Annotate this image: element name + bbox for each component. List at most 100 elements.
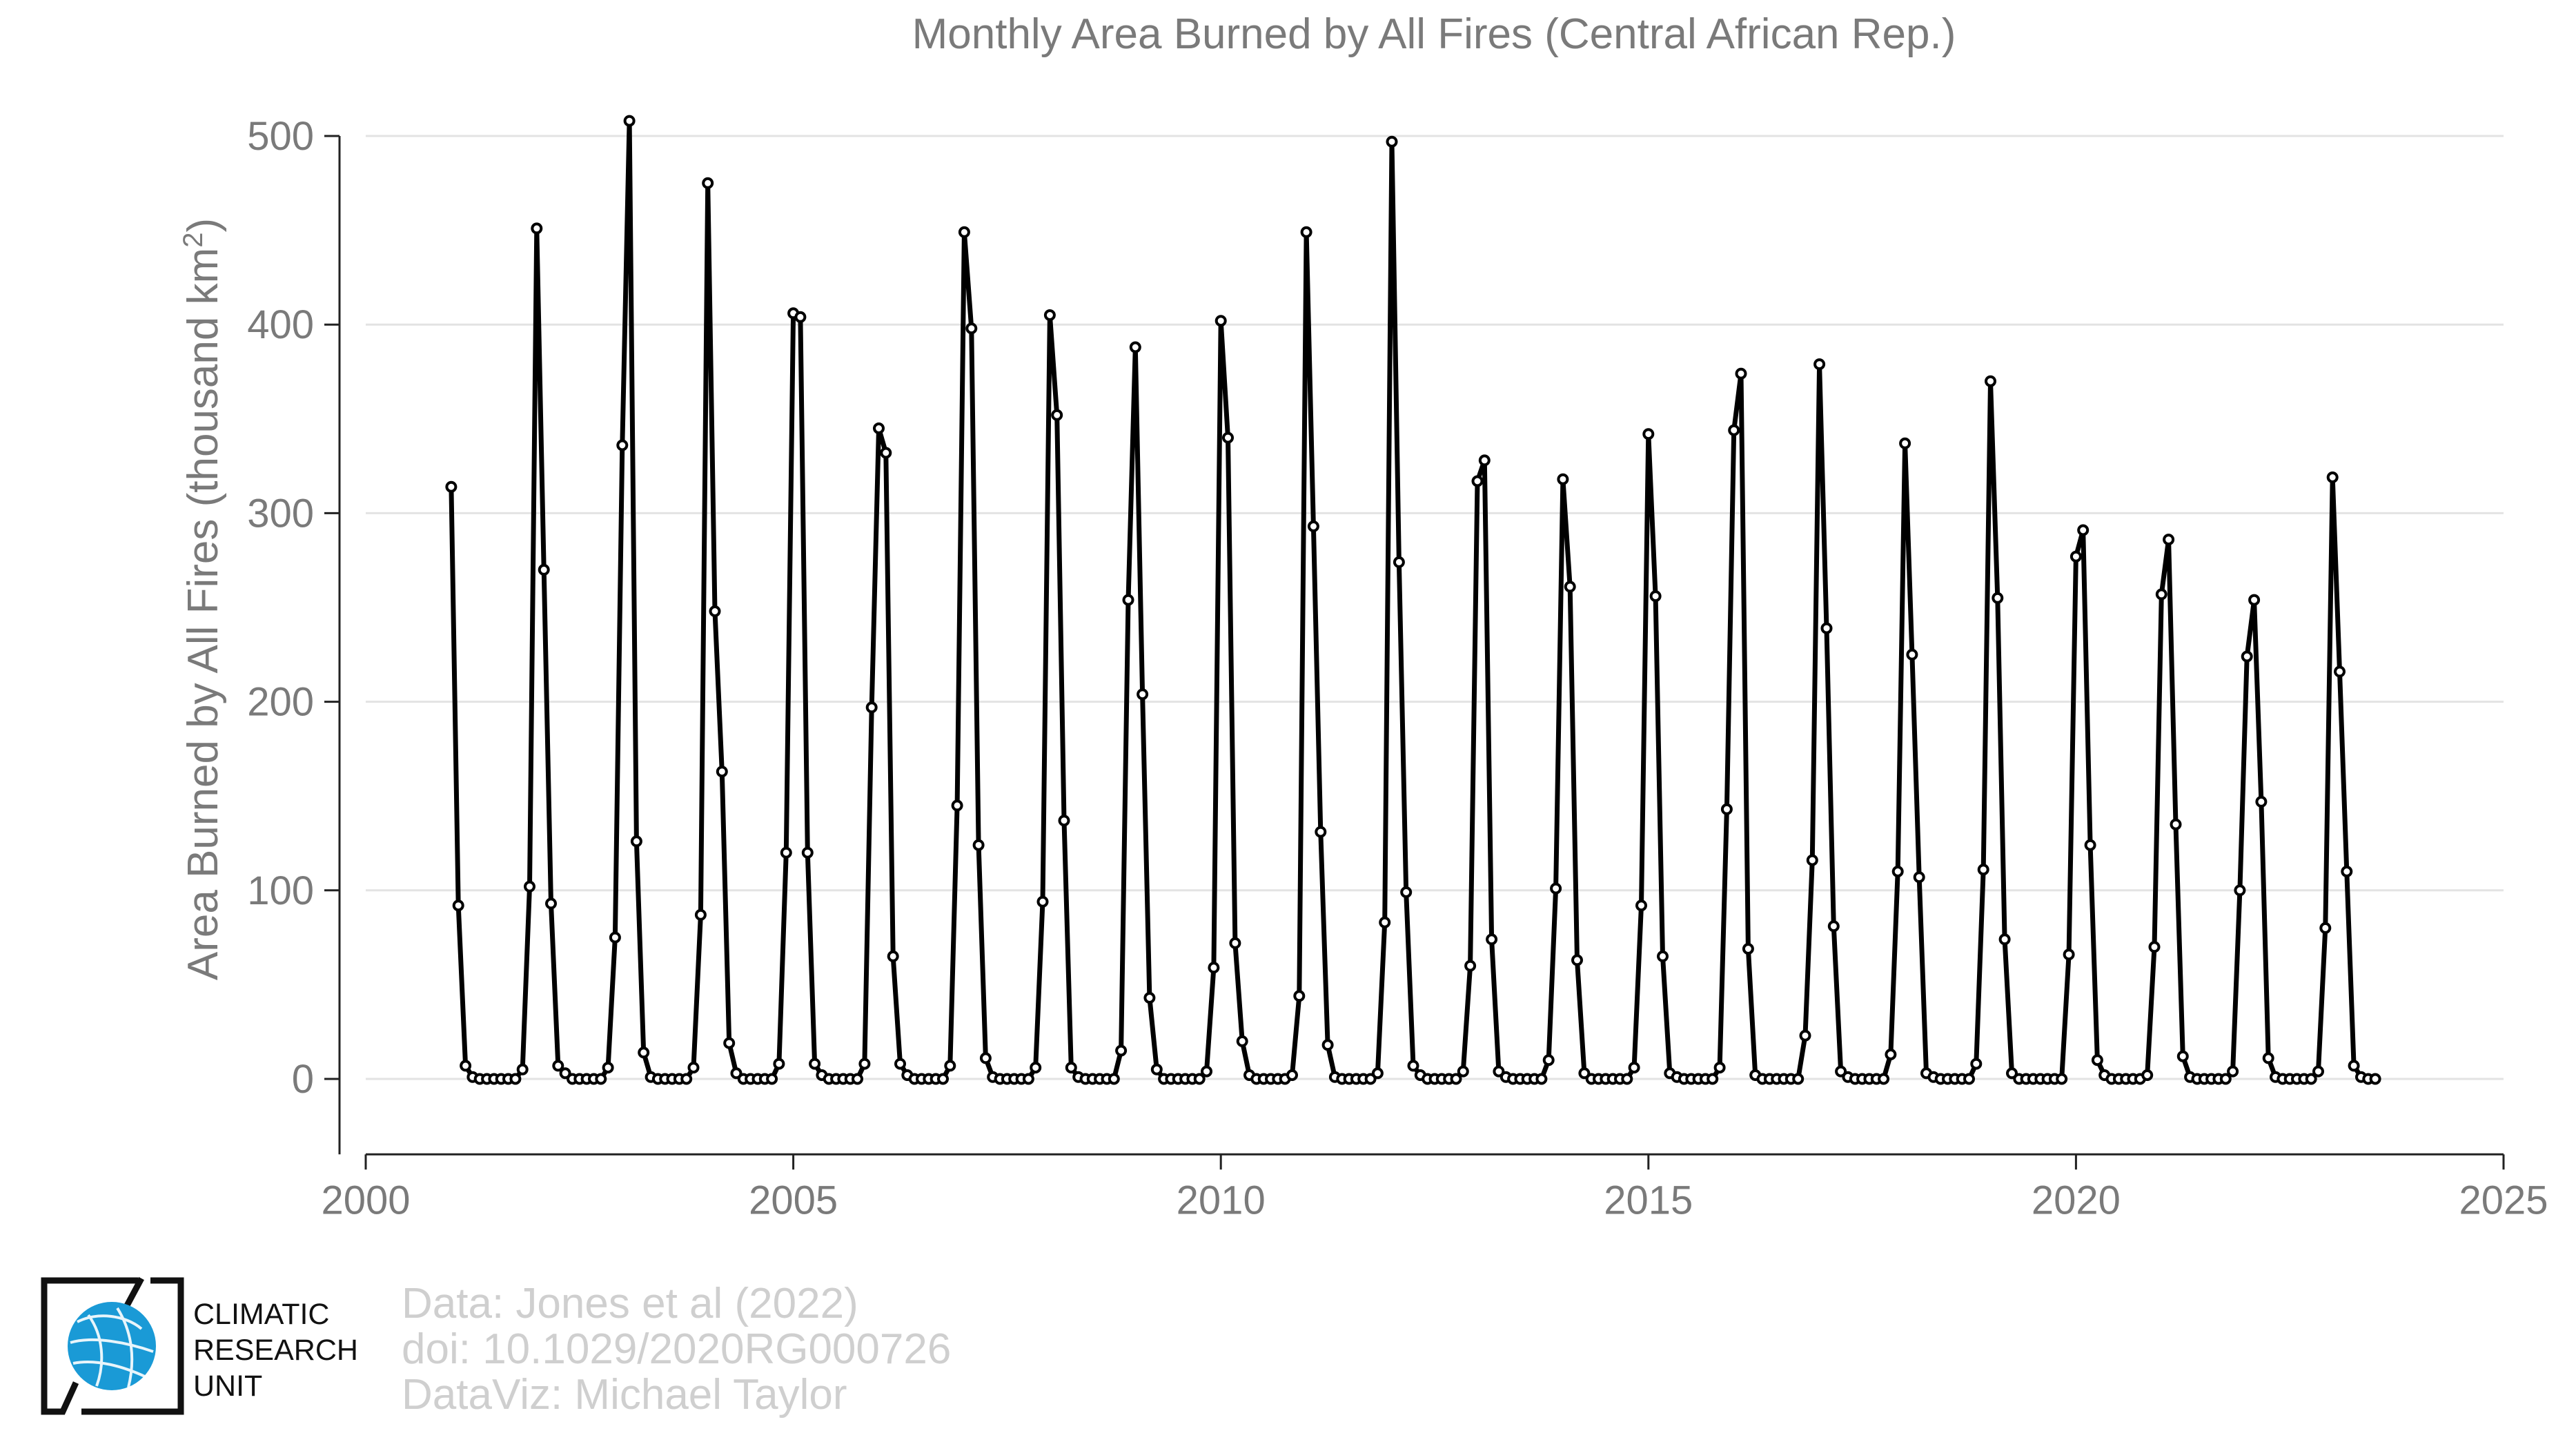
data-point [2155, 588, 2167, 601]
series-area-burned [445, 115, 2381, 1085]
data-point [1628, 1062, 1640, 1074]
data-point [2234, 884, 2246, 897]
data-point [531, 222, 543, 235]
logo-slash-bottom-icon [59, 1381, 79, 1414]
data-point [2262, 1052, 2274, 1064]
data-point [773, 1058, 785, 1070]
data-point [1407, 1060, 1419, 1072]
y-axis: 0 100 200 300 400 500 [247, 114, 341, 1155]
series-line [449, 118, 2376, 1082]
data-point [2227, 1065, 2239, 1078]
data-point [1742, 943, 1754, 955]
data-point [1129, 341, 1141, 353]
data-point [730, 1067, 743, 1080]
y-tick-label: 400 [247, 302, 314, 347]
data-point [1043, 309, 1056, 321]
data-point [1713, 1062, 1726, 1074]
data-point [1885, 1049, 1897, 1060]
data-point [801, 846, 814, 859]
data-point [2334, 665, 2346, 678]
data-point [1564, 581, 1576, 593]
data-point [2319, 922, 2332, 934]
x-tick-label: 2010 [1177, 1178, 1266, 1223]
data-point [887, 950, 899, 962]
data-point [1022, 1073, 1034, 1085]
data-point [1036, 895, 1049, 908]
data-point [1835, 1065, 1847, 1078]
data-point [1150, 1063, 1163, 1075]
cru-logo [41, 1276, 184, 1415]
credit-doi: doi: 10.1029/2020RG000726 [402, 1325, 952, 1373]
data-point [1542, 1054, 1555, 1067]
data-point [1635, 899, 1647, 912]
data-point [2369, 1073, 2381, 1085]
data-point [452, 899, 464, 912]
data-point [2163, 534, 2175, 546]
data-point [1985, 375, 1996, 387]
data-point [694, 908, 707, 921]
data-point [1122, 594, 1134, 606]
data-point [1300, 226, 1312, 238]
data-point [2312, 1065, 2324, 1078]
data-point [445, 480, 458, 493]
x-tick-label: 2005 [749, 1178, 838, 1223]
data-point [1293, 990, 1306, 1002]
data-point [780, 846, 792, 859]
data-point [858, 1058, 871, 1070]
logo-slash-top-icon [123, 1276, 144, 1310]
data-point [1471, 475, 1484, 487]
data-point [2077, 524, 2090, 536]
data-point [1891, 866, 1904, 877]
chart-title: Monthly Area Burned by All Fires (Centra… [912, 10, 1956, 58]
data-point [1229, 937, 1241, 949]
data-point [1493, 1065, 1505, 1078]
data-point [2141, 1069, 2154, 1081]
data-point [1792, 1073, 1805, 1085]
data-point [2170, 818, 2182, 830]
data-point [602, 1062, 614, 1074]
data-point [809, 1058, 821, 1070]
data-point [709, 605, 721, 617]
data-point [2006, 1067, 2018, 1080]
data-point [1193, 1073, 1206, 1085]
data-point [2348, 1060, 2360, 1072]
data-point [2219, 1073, 2232, 1085]
data-point [2176, 1050, 2189, 1062]
credit-data-source: Data: Jones et al (2022) [402, 1280, 858, 1327]
data-point [1450, 1073, 1462, 1085]
logo-text-climatic: CLIMATIC [193, 1298, 330, 1331]
data-point [2056, 1073, 2068, 1085]
data-point [1143, 992, 1156, 1004]
data-point [460, 1060, 472, 1072]
data-point [1201, 1065, 1212, 1078]
data-point [2341, 866, 2353, 877]
data-point [1286, 1069, 1298, 1081]
data-point [1906, 648, 1918, 661]
data-point [951, 799, 963, 812]
data-point [766, 1073, 778, 1085]
data-point [1051, 409, 1063, 421]
y-tick-label: 100 [247, 868, 314, 913]
y-tick-label: 300 [247, 491, 314, 536]
data-point [880, 447, 892, 459]
data-point [552, 1060, 564, 1072]
data-point [2084, 839, 2096, 851]
data-point [2305, 1073, 2317, 1085]
data-point [794, 311, 807, 323]
data-point [609, 931, 621, 944]
data-point [630, 835, 642, 848]
data-point [1315, 826, 1327, 838]
data-point [2241, 650, 2253, 663]
data-point [1657, 950, 1669, 962]
x-tick-label: 2000 [321, 1178, 410, 1223]
data-point [1728, 424, 1740, 436]
data-point [1827, 920, 1840, 933]
data-point [638, 1046, 650, 1059]
data-point [509, 1073, 522, 1085]
data-point [545, 897, 557, 910]
data-point [852, 1073, 863, 1085]
data-point [1222, 431, 1234, 444]
data-point [2248, 594, 2261, 606]
data-point [2063, 948, 2075, 961]
data-point [1108, 1073, 1120, 1085]
